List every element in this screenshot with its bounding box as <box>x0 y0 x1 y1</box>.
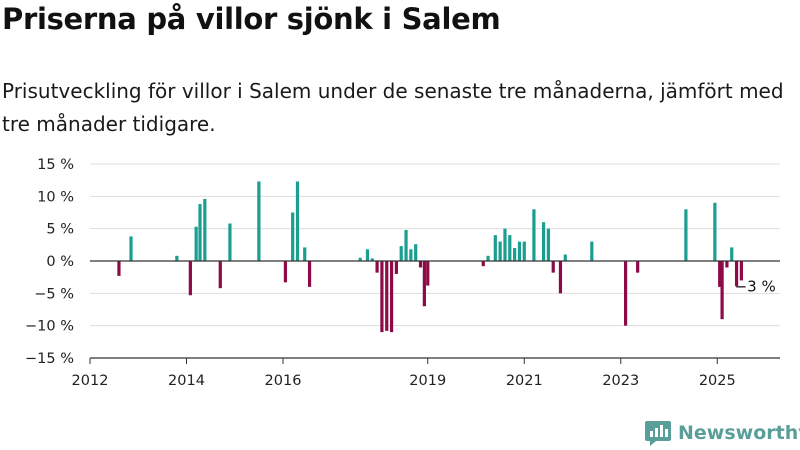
bar <box>303 247 307 261</box>
x-tick-label: 2014 <box>168 373 205 389</box>
bar <box>546 228 550 261</box>
bar <box>257 181 261 261</box>
bar <box>623 261 628 326</box>
bar <box>541 222 546 261</box>
bar <box>730 247 734 261</box>
x-tick-label: 2025 <box>699 373 736 389</box>
brand-name: Newsworthy <box>678 422 800 444</box>
annotation-label: −3 % <box>735 277 776 295</box>
bar <box>513 248 517 261</box>
bar <box>718 261 722 287</box>
bar <box>365 249 370 261</box>
bars <box>117 181 743 333</box>
bar <box>551 261 555 273</box>
bar <box>508 235 512 261</box>
bar <box>684 209 688 261</box>
bar <box>713 202 717 261</box>
bar <box>194 226 198 261</box>
newsworthy-logo-icon <box>645 421 671 446</box>
bar <box>117 261 121 276</box>
bar <box>426 261 430 286</box>
bar <box>370 258 374 261</box>
bar <box>203 198 207 261</box>
bar <box>739 261 743 281</box>
bar <box>283 261 288 283</box>
bar <box>493 235 497 261</box>
bar <box>399 246 403 261</box>
axes <box>90 260 780 359</box>
y-tick-label: 0 % <box>46 254 74 270</box>
bar <box>198 204 202 261</box>
x-tick-label: 2019 <box>409 373 446 389</box>
bar <box>481 261 485 267</box>
bar <box>307 261 312 287</box>
bar <box>291 212 295 261</box>
bar <box>404 229 408 261</box>
x-tick-label: 2023 <box>602 373 639 389</box>
x-tick-label: 2012 <box>72 373 109 389</box>
x-axis-labels: 2012 2014 2016 2019 2021 2023 2025 <box>72 358 736 389</box>
bar <box>389 261 394 333</box>
bar <box>228 223 232 261</box>
bar <box>590 241 594 261</box>
x-tick-label: 2021 <box>506 373 543 389</box>
brand-logo: Newsworthy <box>644 419 800 447</box>
bar <box>563 254 567 261</box>
x-tick-label: 2016 <box>265 373 302 389</box>
bar <box>486 255 490 261</box>
bar <box>380 261 384 333</box>
bar <box>375 261 379 273</box>
bar <box>414 244 418 261</box>
bar <box>522 241 526 261</box>
annotation: −3 % <box>735 277 776 295</box>
bar <box>532 209 536 261</box>
bar <box>188 261 192 296</box>
bar <box>358 257 362 261</box>
y-tick-label: −15 % <box>25 351 74 367</box>
bar <box>725 261 729 268</box>
bar <box>517 241 522 261</box>
bar <box>394 261 398 274</box>
y-tick-label: 15 % <box>37 157 74 173</box>
bar <box>409 249 413 261</box>
bar <box>218 261 222 289</box>
y-tick-label: −10 % <box>25 319 74 335</box>
bar <box>503 228 507 261</box>
y-tick-label: 5 % <box>46 222 74 238</box>
bar <box>734 261 739 287</box>
bar <box>175 255 179 261</box>
y-axis-labels: 15 % 10 % 5 % 0 % −5 % −10 % −15 % <box>25 157 74 367</box>
bar <box>422 261 426 307</box>
y-tick-label: 10 % <box>37 189 74 205</box>
bar <box>636 261 640 273</box>
bar <box>498 241 502 261</box>
page-title: Priserna på villor sjönk i Salem <box>2 2 501 36</box>
bar <box>720 261 724 320</box>
bar <box>295 181 300 261</box>
bar <box>129 236 133 261</box>
bar <box>385 261 389 331</box>
bar <box>558 261 563 294</box>
page-subtitle: Prisutveckling för villor i Salem under … <box>2 79 784 136</box>
y-tick-label: −5 % <box>34 286 74 302</box>
bar <box>418 261 423 268</box>
